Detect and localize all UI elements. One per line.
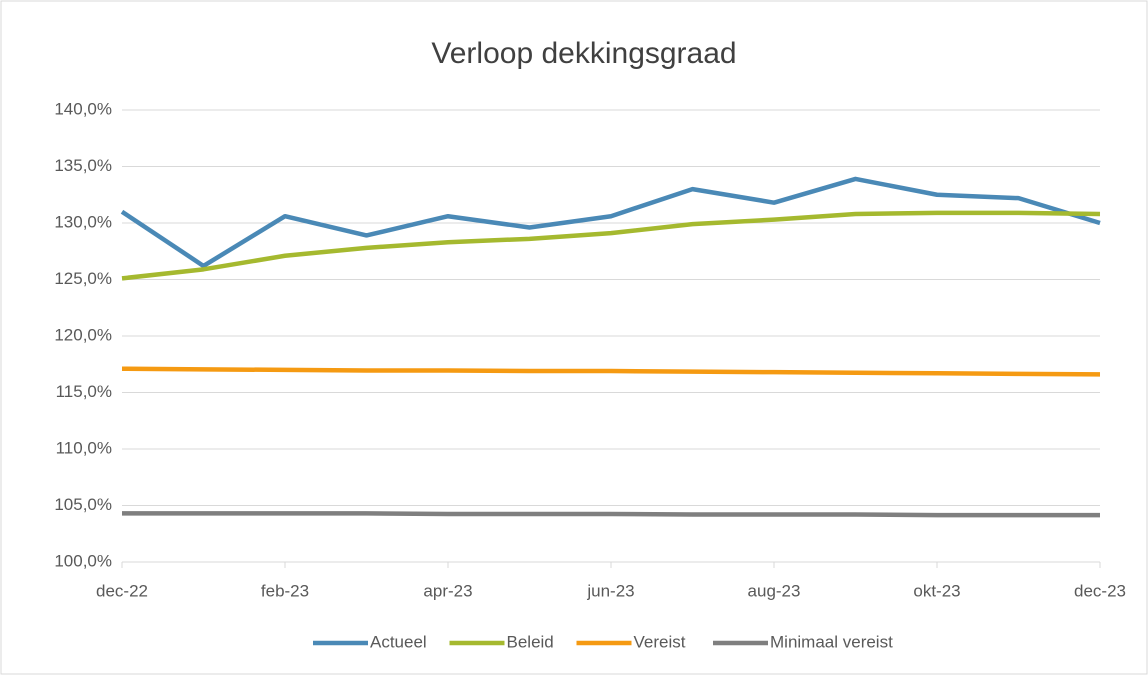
y-tick-label: 110,0% (56, 438, 112, 457)
x-tick-label: jun-23 (586, 581, 634, 600)
legend-label: Beleid (507, 632, 554, 651)
x-tick-label: aug-23 (748, 581, 801, 600)
x-tick-label: apr-23 (423, 581, 472, 600)
series-line (121, 210, 1101, 281)
y-tick-label: 140,0% (54, 99, 112, 118)
series-line (120, 176, 1101, 269)
legend-label: Minimaal vereist (770, 632, 893, 651)
chart-title: Verloop dekkingsgraad (431, 37, 736, 70)
y-tick-label: 115,0% (56, 382, 112, 401)
series-line (121, 366, 1101, 377)
legend-label: Vereist (634, 632, 686, 651)
x-tick-label: feb-23 (261, 581, 309, 600)
legend-label: Actueel (370, 632, 427, 651)
x-tick-label: dec-23 (1074, 581, 1126, 600)
y-tick-label: 135,0% (54, 156, 112, 175)
series-line (122, 511, 1100, 518)
x-tick-label: okt-23 (913, 581, 960, 600)
x-tick-label: dec-22 (96, 581, 148, 600)
y-tick-label: 120,0% (54, 325, 112, 344)
y-tick-label: 125,0% (54, 269, 112, 288)
y-tick-label: 105,0% (54, 495, 112, 514)
y-tick-label: 100,0% (54, 551, 112, 570)
y-tick-label: 130,0% (54, 212, 112, 231)
